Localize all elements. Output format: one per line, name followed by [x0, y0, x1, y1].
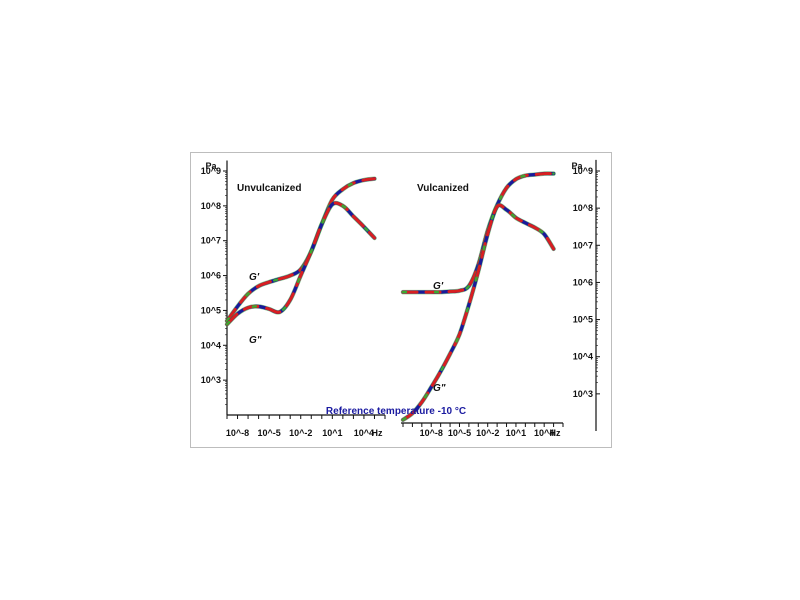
- x-tick-label: 10^1: [322, 428, 342, 438]
- g-prime-label: G': [433, 281, 444, 292]
- x-tick-label: 10^4: [354, 428, 374, 438]
- x-unit-label: Hz: [550, 428, 561, 438]
- unvulcanized-panel: 10^3 10^4 10^5 10^6 10^7 10^8 10^9 10^-8 10^-5 10…: [201, 160, 386, 438]
- y-unit-label: Pa: [205, 161, 217, 171]
- y-tick-label: 10^3: [573, 389, 593, 399]
- y-tick-label: 10^7: [573, 240, 593, 250]
- storage-modulus-curve-overlay: [225, 177, 376, 323]
- y-unit-label: Pa: [571, 161, 583, 171]
- y-tick-label: 10^6: [201, 271, 221, 281]
- vulcanized-panel: 10^3 10^4 10^5 10^6 10^7 10^8 10^9 10^-8 10^-5 10…: [400, 159, 600, 438]
- y-tick-label: 10^5: [573, 315, 593, 325]
- storage-modulus-curve-base: [225, 177, 377, 323]
- y-tick-label: 10^8: [573, 203, 593, 213]
- y-tick-label: 10^8: [201, 201, 221, 211]
- loss-modulus-curve-base: [401, 203, 556, 422]
- y-tick-label: 10^3: [201, 375, 221, 385]
- x-tick-label: 10^-8: [420, 428, 443, 438]
- reference-temperature-label: Reference temperature -10 °C: [326, 406, 466, 417]
- loss-modulus-curve: [225, 201, 376, 326]
- rheology-figure: 10^3 10^4 10^5 10^6 10^7 10^8 10^9 10^-8 10^-5 10…: [190, 152, 612, 448]
- x-tick-label: 10^-8: [226, 428, 249, 438]
- x-tick-label: 10^-5: [257, 428, 280, 438]
- y-tick-label: 10^9: [201, 166, 221, 176]
- loss-modulus-curve: [401, 203, 556, 422]
- dual-panel-chart: 10^3 10^4 10^5 10^6 10^7 10^8 10^9 10^-8 10^-5 10…: [201, 159, 600, 438]
- storage-modulus-curve: [225, 177, 376, 323]
- x-tick-label: 10^-2: [476, 428, 499, 438]
- g-double-prime-label: G": [249, 335, 262, 346]
- panel-title: Vulcanized: [417, 183, 469, 194]
- x-tick-label: 10^-5: [448, 428, 471, 438]
- x-unit-label: Hz: [372, 428, 383, 438]
- y-tick-label: 10^7: [201, 236, 221, 246]
- y-tick-label: 10^4: [573, 352, 593, 362]
- y-tick-label: 10^9: [573, 166, 593, 176]
- x-tick-label: 10^-2: [289, 428, 312, 438]
- panel-title: Unvulcanized: [237, 183, 301, 194]
- x-tick-label: 10^4: [534, 428, 554, 438]
- y-tick-label: 10^5: [201, 305, 221, 315]
- y-tick-label: 10^6: [573, 277, 593, 287]
- x-tick-label: 10^1: [506, 428, 526, 438]
- g-double-prime-label: G": [433, 383, 446, 394]
- g-prime-label: G': [249, 272, 260, 283]
- y-tick-label: 10^4: [201, 340, 221, 350]
- loss-modulus-curve-halo: [400, 202, 556, 423]
- storage-modulus-curve-halo: [224, 176, 377, 324]
- loss-modulus-curve-overlay: [401, 203, 555, 421]
